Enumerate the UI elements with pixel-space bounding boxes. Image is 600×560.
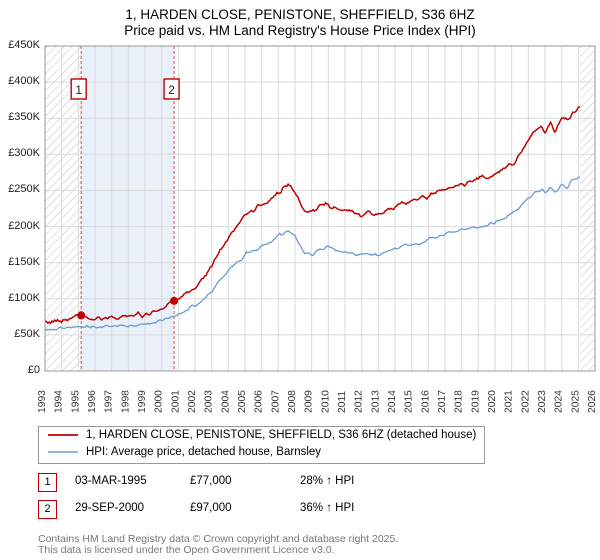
svg-text:2: 2 [168,85,174,97]
svg-text:1: 1 [75,85,81,97]
